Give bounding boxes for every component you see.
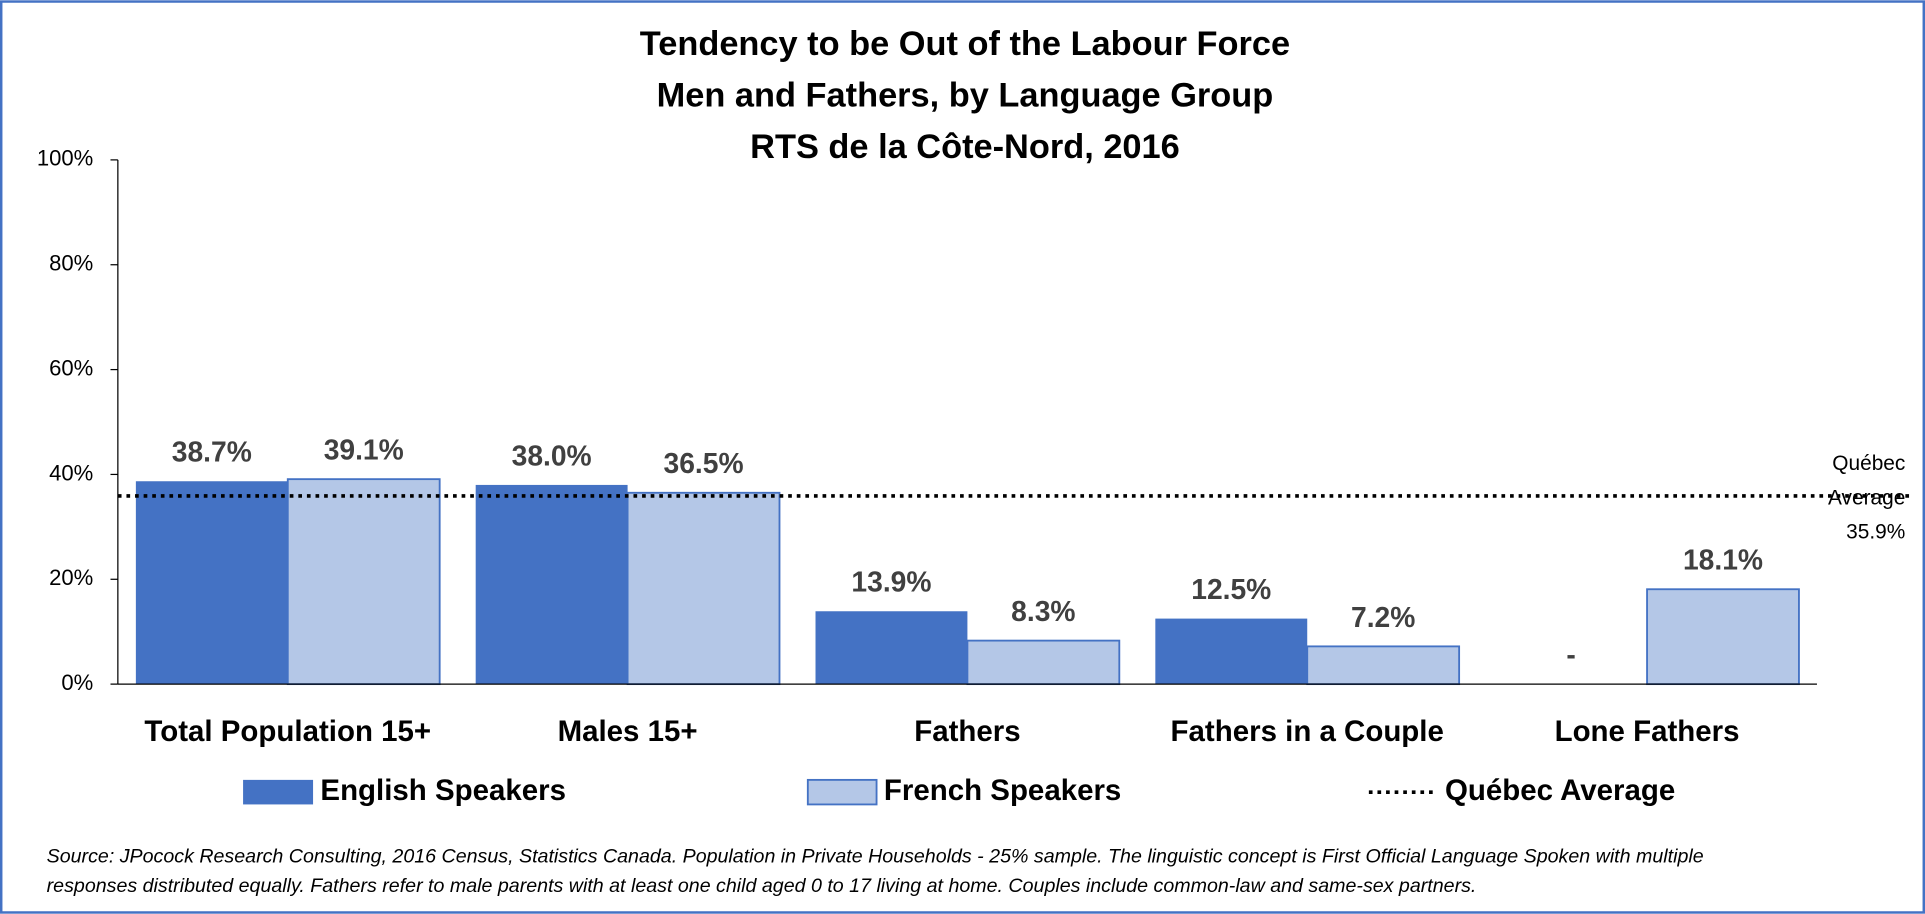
bar [1155,618,1308,685]
data-label: - [1566,639,1575,671]
legend-swatch [806,778,878,806]
bar [966,639,1121,686]
data-label: 13.9% [851,566,931,598]
reference-annotation: Québec [1832,452,1905,475]
y-tick-label: 100% [37,146,93,171]
data-label: 7.2% [1351,601,1415,633]
bar [1646,588,1800,686]
y-tick-label: 80% [49,251,93,276]
data-label: 39.1% [324,434,404,466]
footnote: Source: JPocock Research Consulting, 201… [47,845,1704,867]
reference-annotation: 35.9% [1846,521,1905,544]
legend-label: English Speakers [320,774,566,807]
y-tick-label: 0% [61,670,93,695]
bar [815,611,968,685]
x-tick-label: Fathers [914,715,1020,748]
data-label: 12.5% [1191,573,1271,605]
legend-label: Québec Average [1445,774,1675,807]
y-tick-label: 40% [49,460,93,485]
data-label: 18.1% [1683,544,1763,576]
bar [1306,645,1461,686]
data-label: 38.0% [512,439,592,471]
chart-title: RTS de la Côte-Nord, 2016 [750,128,1180,166]
reference-annotation: Average [1828,486,1905,509]
y-tick-label: 60% [49,355,93,380]
chart-title: Men and Fathers, by Language Group [657,76,1274,114]
y-tick-label: 20% [49,565,93,590]
legend-label: French Speakers [884,774,1121,807]
legend-swatch [243,779,314,805]
chart-title: Tendency to be Out of the Labour Force [640,25,1290,63]
x-tick-label: Total Population 15+ [144,715,431,748]
bar [626,491,781,686]
x-tick-label: Males 15+ [558,715,698,748]
x-tick-label: Fathers in a Couple [1171,715,1444,748]
data-label: 38.7% [172,436,252,468]
bar [135,481,288,685]
bar [286,478,441,686]
footnote: responses distributed equally. Fathers r… [47,875,1477,897]
x-tick-label: Lone Fathers [1555,715,1740,748]
data-label: 8.3% [1011,595,1075,627]
bar [475,484,628,685]
data-label: 36.5% [664,447,744,479]
